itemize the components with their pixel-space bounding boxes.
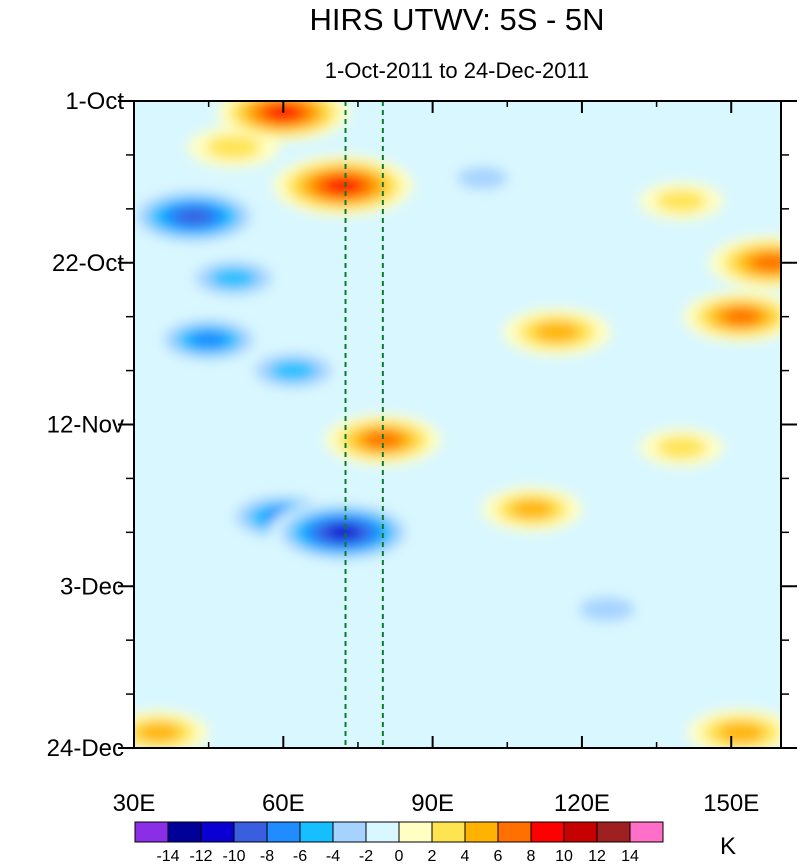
y-tick-label: 3-Dec <box>60 573 124 600</box>
heatmap-cell <box>323 177 363 194</box>
colorbar-swatch <box>629 821 664 843</box>
heatmap-cell <box>656 436 707 459</box>
colorbar-swatch <box>596 821 631 843</box>
heatmap-cell <box>189 331 228 349</box>
colorbar-label: 4 <box>461 848 470 863</box>
colorbar-label: -8 <box>260 848 274 863</box>
colorbar-label: 6 <box>494 848 503 863</box>
x-tick-label: 90E <box>411 790 454 817</box>
chart-title: HIRS UTWV: 5S - 5N <box>309 2 604 37</box>
colorbar-swatch <box>167 821 202 843</box>
colorbar-swatch <box>530 821 565 843</box>
colorbar-swatch <box>299 821 334 843</box>
x-tick-label: 60E <box>262 790 305 817</box>
colorbar-label: 12 <box>588 848 606 863</box>
colorbar-label: -12 <box>189 848 212 863</box>
heatmap-cell <box>721 308 761 326</box>
y-axis: 1-Oct 22-Oct 12-Nov 3-Dec 24-Dec <box>47 88 797 762</box>
colorbar-swatch <box>365 821 400 843</box>
colorbar-label: 10 <box>555 848 573 863</box>
colorbar-swatch <box>200 821 235 843</box>
colorbar-label: 2 <box>428 848 437 863</box>
colorbar-label: -2 <box>359 848 373 863</box>
colorbar-swatch <box>398 821 433 843</box>
heatmap-cell <box>363 431 403 449</box>
colorbar-unit-label: K <box>720 833 736 860</box>
colorbar-swatch <box>497 821 532 843</box>
y-tick-label: 24-Dec <box>47 735 124 762</box>
heatmap-cell <box>325 525 361 540</box>
heatmap-cell <box>718 722 765 743</box>
heatmap-cell <box>750 253 781 272</box>
colorbar-swatch <box>332 821 367 843</box>
heatmap-cell <box>579 597 635 622</box>
heatmap-field <box>134 101 781 748</box>
heatmap-cell <box>510 499 554 519</box>
y-tick-label: 12-Nov <box>47 412 124 439</box>
x-axis: 30E 60E 90E 120E 150E <box>113 101 759 817</box>
heatmap-cell <box>457 166 508 190</box>
colorbar-swatch <box>563 821 598 843</box>
colorbar: -14 -12 -10 -8 -6 -4 -2 0 2 4 6 8 10 12 14 <box>134 821 664 865</box>
heatmap-cell <box>270 360 317 381</box>
colorbar-swatch <box>464 821 499 843</box>
heatmap-cell <box>533 321 581 343</box>
heatmap-cell <box>174 208 213 225</box>
colorbar-label: 0 <box>395 848 404 863</box>
y-tick-label: 22-Oct <box>52 250 124 277</box>
colorbar-label: -6 <box>293 848 307 863</box>
colorbar-swatch <box>233 821 268 843</box>
colorbar-label: 14 <box>621 848 639 863</box>
heatmap-cell <box>205 134 262 160</box>
x-tick-label: 150E <box>703 790 759 817</box>
heatmap-cell <box>210 268 257 289</box>
colorbar-swatch <box>266 821 301 843</box>
colorbar-label: 8 <box>527 848 536 863</box>
colorbar-label: -10 <box>222 848 245 863</box>
heatmap-cell <box>137 723 181 743</box>
colorbar-swatch <box>134 821 169 843</box>
x-tick-label: 30E <box>113 790 156 817</box>
colorbar-swatch <box>431 821 466 843</box>
chart-subtitle: 1-Oct-2011 to 24-Dec-2011 <box>325 58 590 83</box>
colorbar-label: -14 <box>156 848 179 863</box>
y-tick-label: 1-Oct <box>65 88 124 115</box>
heatmap-cell <box>656 189 707 213</box>
x-tick-label: 120E <box>554 790 610 817</box>
colorbar-label: -4 <box>326 848 340 863</box>
